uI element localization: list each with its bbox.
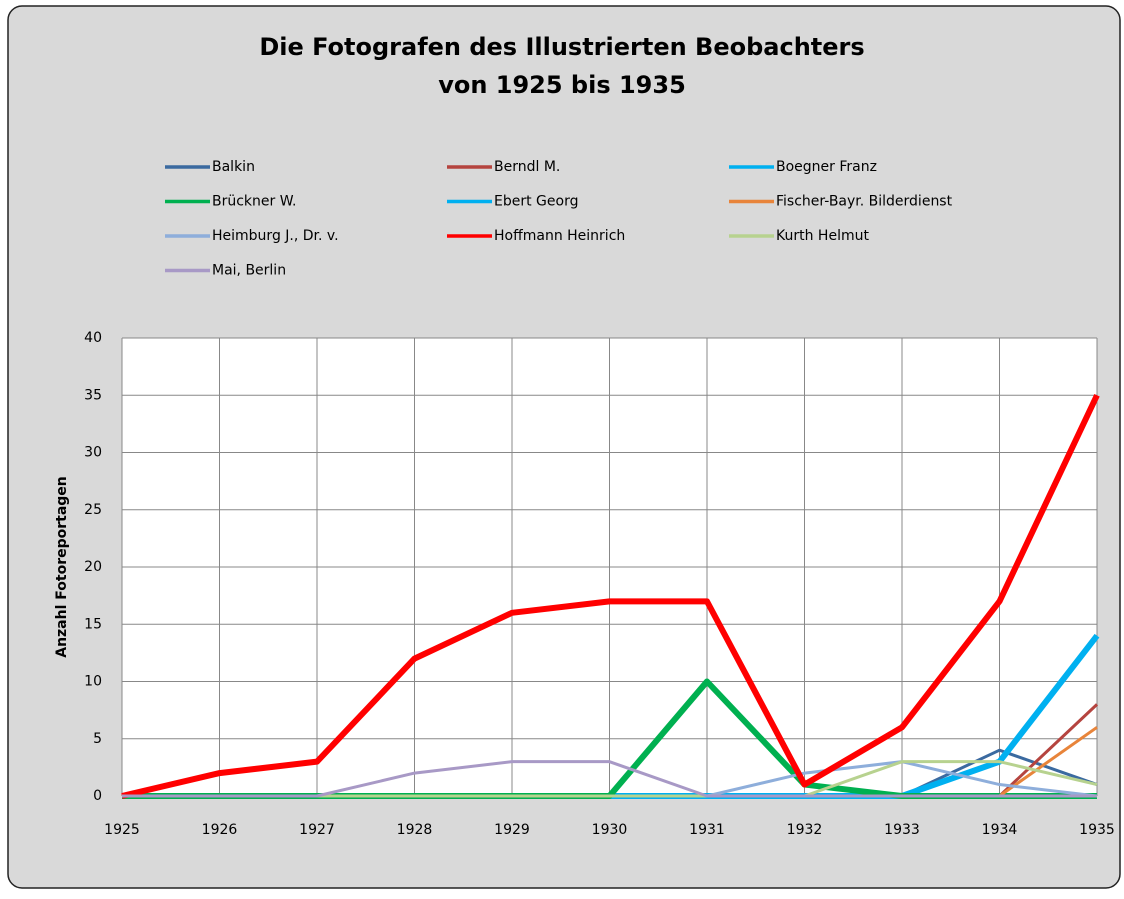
- legend-label: Boegner Franz: [776, 159, 877, 175]
- legend-label: Balkin: [212, 159, 255, 175]
- y-tick-label: 30: [84, 445, 102, 461]
- y-tick-label: 5: [93, 731, 102, 747]
- legend-label: Berndl M.: [494, 159, 560, 175]
- series-line: [121, 393, 1100, 799]
- y-axis-label: Anzahl Fotoreportagen: [54, 476, 70, 658]
- y-tick-label: 25: [84, 502, 102, 518]
- y-tick-label: 15: [84, 616, 102, 632]
- x-tick-label: 1935: [1079, 822, 1115, 838]
- x-tick-label: 1934: [982, 822, 1018, 838]
- x-tick-label: 1932: [787, 822, 823, 838]
- legend-label: Fischer-Bayr. Bilderdienst: [776, 194, 953, 210]
- y-tick-label: 35: [84, 387, 102, 403]
- y-tick-label: 20: [84, 559, 102, 575]
- x-tick-label: 1931: [689, 822, 725, 838]
- legend-label: Kurth Helmut: [776, 228, 869, 244]
- x-tick-label: 1930: [592, 822, 628, 838]
- series-line: [122, 760, 1097, 798]
- x-tick-label: 1927: [299, 822, 335, 838]
- chart-subtitle: von 1925 bis 1935: [438, 71, 686, 99]
- y-tick-label: 0: [93, 788, 102, 804]
- legend-label: Heimburg J., Dr. v.: [212, 228, 339, 244]
- legend-label: Brückner W.: [212, 194, 296, 210]
- x-tick-label: 1926: [202, 822, 238, 838]
- y-tick-label: 40: [84, 330, 102, 346]
- legend-label: Mai, Berlin: [212, 263, 286, 279]
- x-tick-label: 1933: [884, 822, 920, 838]
- x-tick-label: 1929: [494, 822, 530, 838]
- legend-label: Hoffmann Heinrich: [494, 228, 625, 244]
- legend-label: Ebert Georg: [494, 194, 578, 210]
- x-tick-label: 1928: [397, 822, 433, 838]
- chart-title: Die Fotografen des Illustrierten Beobach…: [259, 33, 864, 61]
- y-tick-label: 10: [84, 674, 102, 690]
- x-tick-label: 1925: [104, 822, 140, 838]
